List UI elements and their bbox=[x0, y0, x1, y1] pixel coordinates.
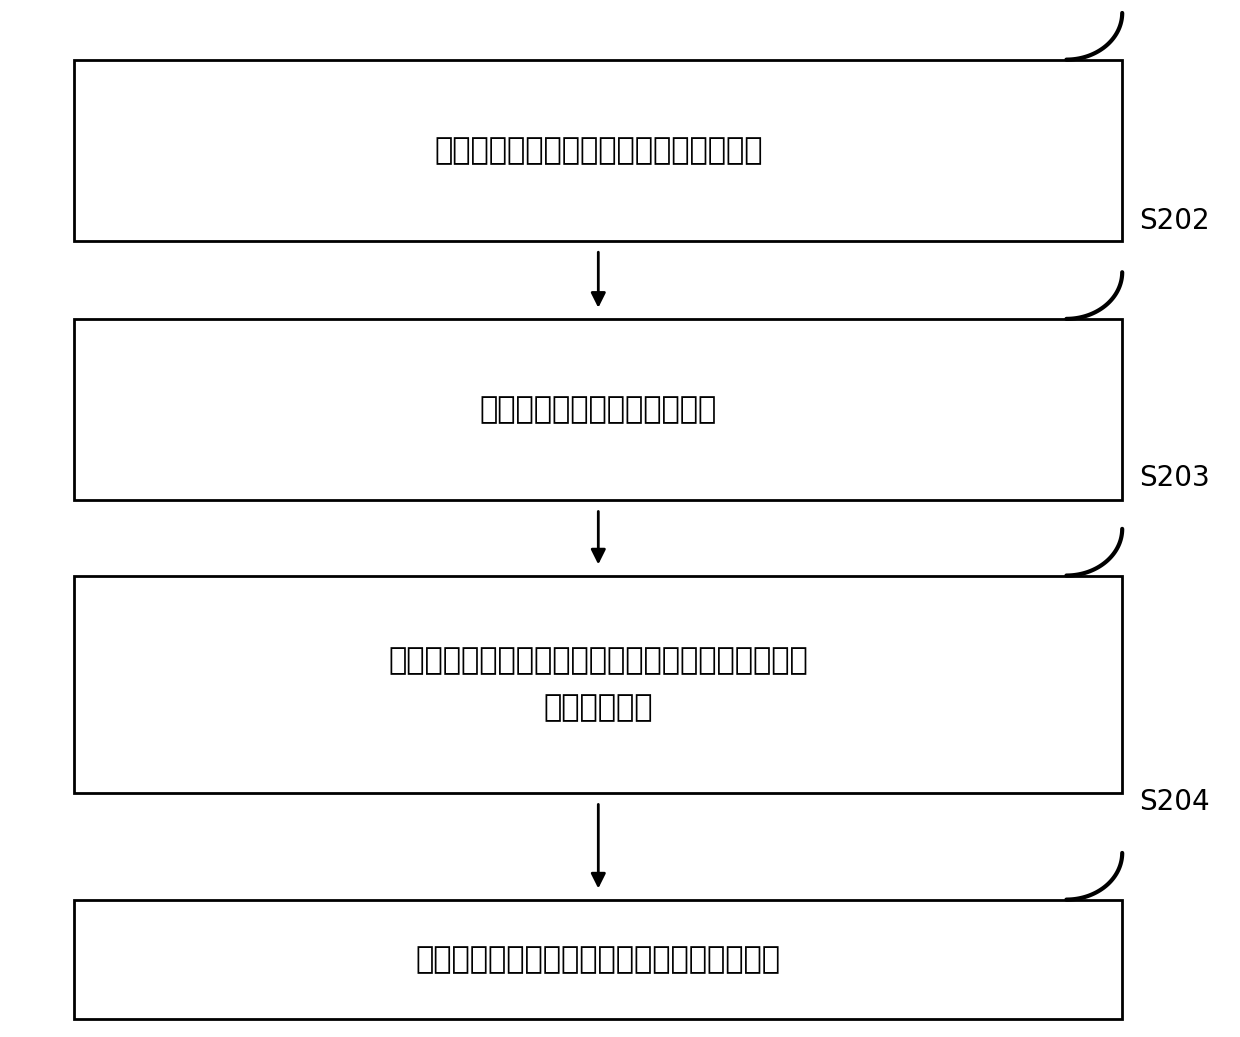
Text: S202: S202 bbox=[1140, 206, 1209, 235]
Text: 根据所述维度表，构造事实表: 根据所述维度表，构造事实表 bbox=[480, 395, 717, 424]
Bar bbox=[74, 60, 1122, 242]
Text: 基于所述维度表和所述事实表以及二者的关联关系，
构造星型模型: 基于所述维度表和所述事实表以及二者的关联关系， 构造星型模型 bbox=[388, 646, 808, 723]
Bar bbox=[74, 319, 1122, 501]
Text: S204: S204 bbox=[1140, 787, 1209, 816]
Text: 基于支付平台原始业务数据，构造维度表: 基于支付平台原始业务数据，构造维度表 bbox=[434, 136, 763, 165]
Bar bbox=[74, 576, 1122, 793]
Text: 根据所述星型模型，动态构建所述数据立方体: 根据所述星型模型，动态构建所述数据立方体 bbox=[415, 945, 781, 974]
Bar bbox=[74, 899, 1122, 1018]
Text: S203: S203 bbox=[1140, 464, 1210, 492]
